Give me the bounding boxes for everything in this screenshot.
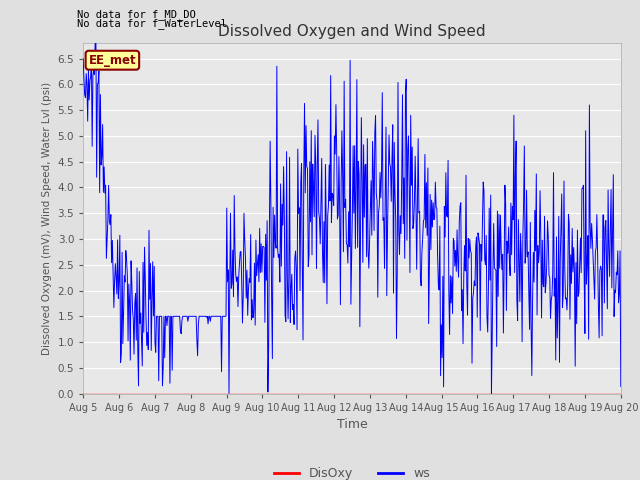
Text: No data for f_WaterLevel: No data for f_WaterLevel [77,18,227,29]
Text: EE_met: EE_met [88,54,136,67]
X-axis label: Time: Time [337,418,367,431]
Y-axis label: Dissolved Oxygen (mV), Wind Speed, Water Lvl (psi): Dissolved Oxygen (mV), Wind Speed, Water… [42,82,52,355]
Text: No data for f_MD_DO: No data for f_MD_DO [77,9,196,20]
Legend: DisOxy, ws: DisOxy, ws [269,462,435,480]
Title: Dissolved Oxygen and Wind Speed: Dissolved Oxygen and Wind Speed [218,24,486,39]
